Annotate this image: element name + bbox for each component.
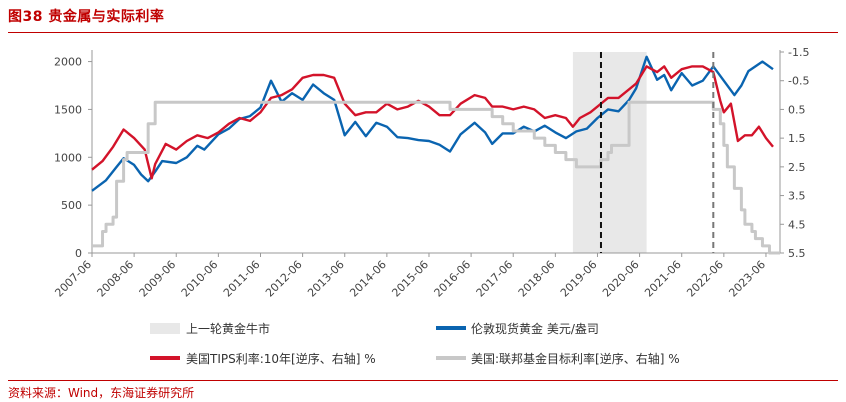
legend-label-tips: 美国TIPS利率:10年[逆序、右轴] % [186, 351, 376, 366]
left-tick-label: 2000 [54, 56, 82, 69]
x-tick-label: 2009-06 [137, 258, 179, 300]
series-line-tips [91, 65, 774, 180]
right-tick-label: 5.5 [788, 247, 806, 260]
legend-label-gold: 伦敦现货黄金 美元/盎司 [471, 321, 599, 336]
x-tick-label: 2023-06 [726, 258, 768, 300]
series-layer [91, 55, 780, 255]
left-tick-label: 0 [75, 247, 82, 260]
x-tick-label: 2010-06 [179, 258, 221, 300]
legend: 上一轮黄金牛市 伦敦现货黄金 美元/盎司 美国TIPS利率:10年[逆序、右轴]… [150, 321, 680, 366]
footer-rule [8, 380, 838, 381]
x-tick-label: 2022-06 [684, 258, 726, 300]
x-tick-label: 2017-06 [474, 258, 516, 300]
right-tick-label: -1.5 [788, 46, 809, 59]
right-tick-label: 3.5 [788, 190, 806, 203]
source-note: 资料来源：Wind，东海证券研究所 [8, 386, 195, 400]
x-tick-label: 2013-06 [305, 258, 347, 300]
legend-label-fed: 美国:联邦基金目标利率[逆序、右轴] % [471, 351, 680, 366]
x-tick-label: 2016-06 [432, 258, 474, 300]
left-tick-label: 500 [61, 199, 82, 212]
figure-title: 图38 贵金属与实际利率 [8, 9, 165, 25]
x-tick-label: 2018-06 [516, 258, 558, 300]
series-line-fed [92, 100, 780, 255]
left-tick-label: 1500 [54, 103, 82, 116]
chart: 0 500 1000 1500 2000 -1.5 -0.5 0.5 1.5 2.5 3.5 4.5 5… [52, 46, 809, 366]
right-tick-label: 2.5 [788, 161, 806, 174]
left-tick-label: 1000 [54, 151, 82, 164]
x-tick-label: 2012-06 [263, 258, 305, 300]
x-tick-label: 2019-06 [558, 258, 600, 300]
right-tick-label: 4.5 [788, 218, 806, 231]
x-tick-label: 2020-06 [600, 258, 642, 300]
legend-swatch-shade [150, 323, 180, 334]
x-tick-label: 2008-06 [95, 258, 137, 300]
legend-label-shade: 上一轮黄金牛市 [186, 321, 270, 336]
x-tick-label: 2011-06 [221, 258, 263, 300]
right-tick-label: -0.5 [788, 75, 809, 88]
x-tick-label: 2014-06 [347, 258, 389, 300]
x-tick-label: 2015-06 [389, 258, 431, 300]
right-tick-label: 1.5 [788, 132, 806, 145]
x-tick-label: 2007-06 [52, 258, 94, 300]
x-tick-label: 2021-06 [642, 258, 684, 300]
vline-layer [599, 52, 715, 253]
series-line-gold [91, 55, 774, 192]
right-tick-label: 0.5 [788, 103, 806, 116]
title-rule [8, 32, 838, 33]
